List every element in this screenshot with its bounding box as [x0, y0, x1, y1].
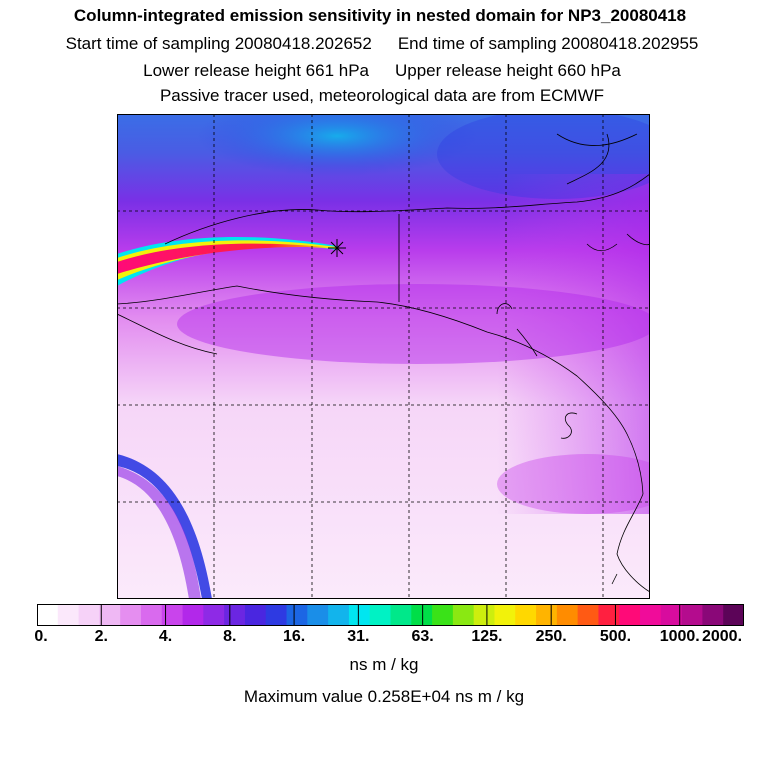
color-scale-cell	[37, 604, 59, 626]
map-south-band	[497, 454, 650, 514]
color-scale-cell	[307, 604, 329, 626]
color-scale-cell	[432, 604, 454, 626]
color-scale-cell	[99, 604, 121, 626]
color-scale-cell	[328, 604, 350, 626]
end-time-label: End time of sampling 20080418.202955	[397, 34, 699, 53]
sensitivity-map	[117, 114, 650, 599]
color-scale-tick-label: 4.	[158, 628, 173, 645]
color-scale-tick-label: 31.	[347, 628, 370, 645]
color-scale-tick-label: 125.	[471, 628, 503, 645]
color-scale-cell	[286, 604, 308, 626]
map-southwest-arc	[117, 454, 212, 599]
sampling-time-line: Start time of sampling 20080418.202652 En…	[0, 34, 766, 54]
color-scale-tick-label: 63.	[411, 628, 434, 645]
color-scale-cell	[494, 604, 516, 626]
maximum-value-label: Maximum value 0.258E+04 ns m / kg	[243, 687, 525, 706]
start-time-label: Start time of sampling 20080418.202652	[65, 34, 372, 53]
color-scale-tick-label: 1000.	[659, 628, 700, 645]
color-scale-tick-label: 250.	[535, 628, 567, 645]
map-plume-core	[117, 243, 335, 274]
color-scale-tick-label: 2.	[94, 628, 108, 645]
color-scale-cell	[140, 604, 163, 626]
map-frame	[117, 114, 650, 599]
tracer-note: Passive tracer used, meteorological data…	[159, 86, 605, 105]
color-scale-cell	[57, 604, 80, 626]
release-height-line: Lower release height 661 hPa Upper releas…	[0, 61, 766, 81]
color-scale-tick-label: 8.	[223, 628, 237, 645]
color-scale-tick-label: 2000.	[701, 628, 743, 645]
color-scale-cell	[536, 604, 558, 626]
legend-unit: ns m / kg	[349, 655, 419, 674]
color-scale-cell	[452, 604, 475, 626]
color-scale-cell	[681, 604, 703, 626]
color-scale-cell	[203, 604, 225, 626]
map-southwest-arc-edge	[117, 466, 201, 599]
color-scale-cell	[78, 604, 100, 626]
map-purple-coast-region	[177, 284, 650, 364]
color-scale-tick-label: 0.	[34, 628, 48, 645]
color-scale-cell	[224, 604, 246, 626]
color-scale-cell	[556, 604, 579, 626]
color-scale-cell	[161, 604, 184, 626]
color-scale-cell	[640, 604, 662, 626]
plot-title: Column-integrated emission sensitivity i…	[73, 6, 687, 25]
color-scale-tick-label: 16.	[282, 628, 306, 645]
color-scale-cell	[702, 604, 724, 626]
map-blue-north-region	[437, 114, 650, 199]
color-scale-cell	[182, 604, 204, 626]
upper-release-label: Upper release height 660 hPa	[395, 61, 621, 80]
color-scale-cell	[390, 604, 412, 626]
color-scale-cell	[265, 604, 288, 626]
color-scale-cell	[515, 604, 537, 626]
color-scale-cell	[660, 604, 683, 626]
color-scale-tick-label: 500.	[599, 628, 632, 645]
color-scale-cell	[619, 604, 641, 626]
color-scale-cell	[598, 604, 620, 626]
color-scale-cell	[411, 604, 433, 626]
coastlines	[117, 133, 650, 593]
color-scale-cell	[120, 604, 142, 626]
receptor-star-icon	[328, 239, 346, 257]
color-scale-cell	[577, 604, 599, 626]
color-scale-cell	[723, 604, 744, 626]
color-scale-cell	[369, 604, 391, 626]
color-scale-cell	[348, 604, 371, 626]
map-cyan-region	[197, 114, 477, 176]
graticule	[117, 114, 650, 599]
color-scale-cell	[244, 604, 267, 626]
color-scale-cell	[473, 604, 495, 626]
color-scale-bar	[37, 604, 744, 626]
lower-release-label: Lower release height 661 hPa	[143, 61, 369, 80]
